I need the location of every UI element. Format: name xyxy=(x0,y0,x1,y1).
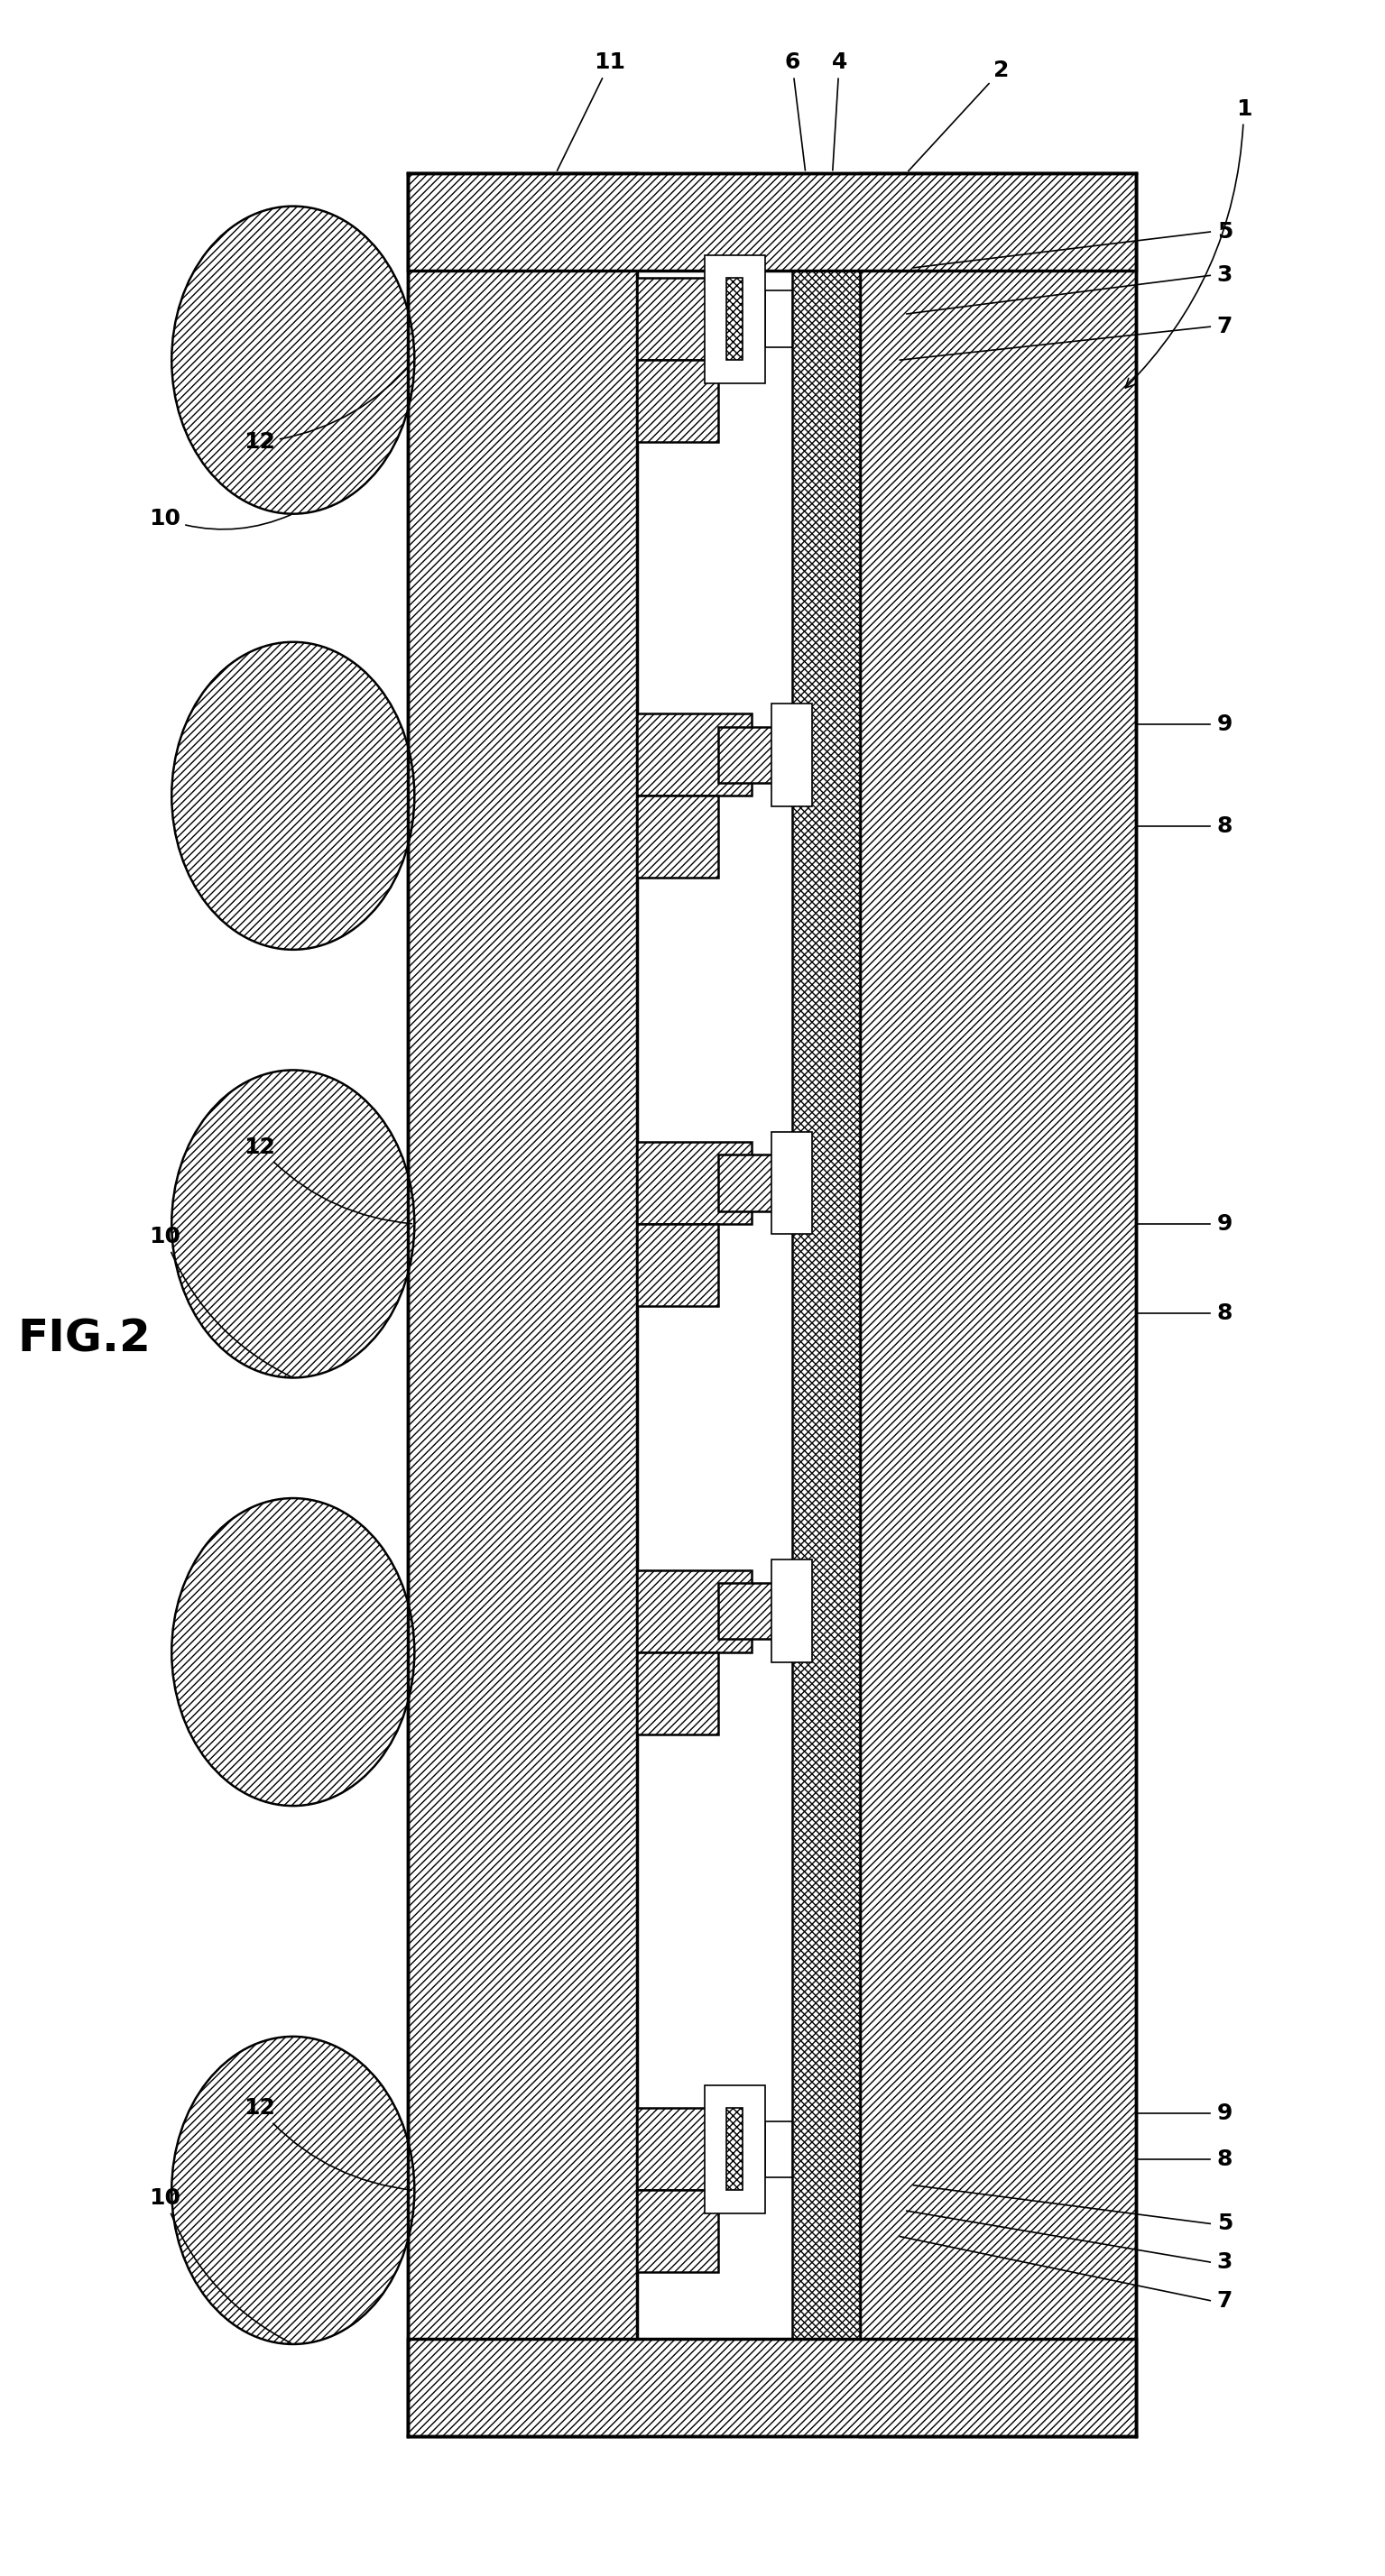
Bar xyxy=(637,1141,752,1224)
Bar xyxy=(727,278,742,361)
Bar xyxy=(727,278,742,361)
Ellipse shape xyxy=(172,1069,414,1378)
Bar xyxy=(705,2084,765,2213)
Text: 9: 9 xyxy=(1217,2102,1233,2125)
Bar xyxy=(637,361,717,443)
Bar xyxy=(407,173,637,2437)
Text: 11: 11 xyxy=(557,52,626,170)
Bar xyxy=(765,2120,792,2177)
Bar xyxy=(407,173,637,2437)
Bar xyxy=(727,2107,742,2190)
Bar xyxy=(771,703,812,806)
Text: 12: 12 xyxy=(244,361,413,453)
Text: 10: 10 xyxy=(150,2187,291,2344)
Bar xyxy=(637,714,752,796)
Text: 5: 5 xyxy=(1217,2213,1233,2233)
Bar xyxy=(705,255,765,384)
Ellipse shape xyxy=(172,2038,414,2344)
Bar xyxy=(727,2107,742,2190)
Bar xyxy=(637,1569,752,1651)
Text: 5: 5 xyxy=(1217,222,1233,242)
Bar xyxy=(637,361,717,443)
Bar xyxy=(771,1558,812,1662)
Bar xyxy=(637,2107,752,2190)
Bar xyxy=(637,714,752,796)
Bar xyxy=(637,1141,752,1224)
Text: 4: 4 xyxy=(831,52,848,170)
Bar xyxy=(637,2107,752,2190)
Bar xyxy=(717,726,792,783)
Bar xyxy=(407,2339,1136,2437)
Text: 3: 3 xyxy=(1217,2251,1233,2272)
Text: 9: 9 xyxy=(1217,1213,1233,1234)
Bar xyxy=(637,278,752,361)
Bar xyxy=(637,1651,717,1734)
Bar xyxy=(860,173,1136,2437)
Text: 10: 10 xyxy=(150,1226,291,1376)
Bar xyxy=(717,726,792,783)
Bar xyxy=(637,278,752,361)
Bar xyxy=(792,173,860,2437)
Text: 2: 2 xyxy=(909,59,1008,170)
Bar xyxy=(407,2339,1136,2437)
Bar xyxy=(637,1569,752,1651)
Bar xyxy=(717,1582,792,1638)
Text: 10: 10 xyxy=(150,507,291,531)
Text: 8: 8 xyxy=(1217,2148,1233,2172)
Bar xyxy=(717,1154,792,1211)
Bar xyxy=(765,291,792,348)
Text: FIG.2: FIG.2 xyxy=(17,1316,151,1360)
Bar xyxy=(637,796,717,878)
Text: 6: 6 xyxy=(784,52,805,170)
Bar xyxy=(771,1131,812,1234)
Ellipse shape xyxy=(172,641,414,951)
Text: 8: 8 xyxy=(1217,1303,1233,1324)
Bar xyxy=(637,796,717,878)
Bar xyxy=(792,173,860,2437)
Text: 12: 12 xyxy=(244,1136,411,1224)
Text: 8: 8 xyxy=(1217,817,1233,837)
Text: 7: 7 xyxy=(1217,2290,1233,2311)
Ellipse shape xyxy=(172,1499,414,1806)
Text: 7: 7 xyxy=(1217,317,1233,337)
Bar xyxy=(717,1154,792,1211)
Bar xyxy=(637,1224,717,1306)
Ellipse shape xyxy=(172,206,414,513)
Text: 12: 12 xyxy=(244,2097,411,2190)
Text: 1: 1 xyxy=(1126,98,1252,389)
Bar xyxy=(792,173,860,2437)
Bar xyxy=(637,2190,717,2272)
Bar xyxy=(717,1582,792,1638)
Bar xyxy=(407,173,1136,270)
Bar xyxy=(637,2190,717,2272)
Text: 9: 9 xyxy=(1217,714,1233,734)
Bar xyxy=(637,1651,717,1734)
Text: 3: 3 xyxy=(1217,265,1233,286)
Bar xyxy=(637,1224,717,1306)
Bar xyxy=(407,173,1136,270)
Bar xyxy=(860,173,1136,2437)
Bar xyxy=(792,173,860,2437)
